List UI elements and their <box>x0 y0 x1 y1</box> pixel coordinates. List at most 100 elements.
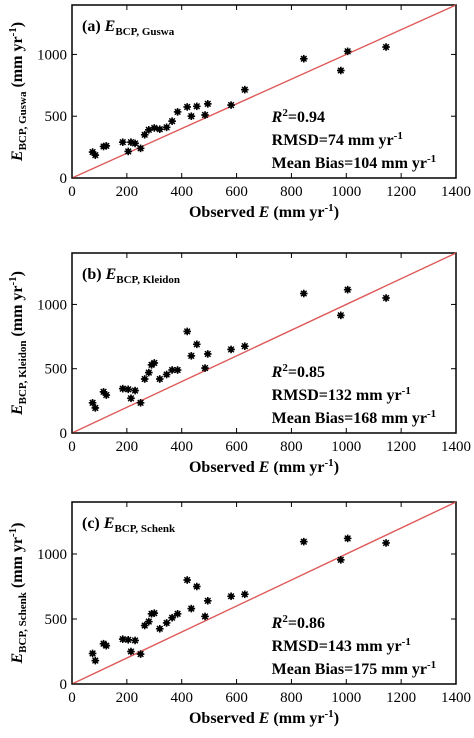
one-to-one-line <box>71 501 457 685</box>
data-point <box>162 123 171 132</box>
data-point <box>145 368 153 377</box>
data-point <box>187 604 196 613</box>
x-tick-label: 0 <box>68 439 76 455</box>
data-point <box>102 391 111 399</box>
data-point <box>183 103 191 111</box>
x-tick-label: 0 <box>68 690 76 706</box>
data-point <box>173 610 182 618</box>
data-point <box>203 597 212 605</box>
data-point <box>343 47 352 56</box>
data-point <box>162 370 171 379</box>
panel-title: (c) EBCP, Schenk <box>82 515 176 535</box>
data-point <box>201 111 209 119</box>
data-point <box>382 43 390 51</box>
panel-title: (a) EBCP, Guswa <box>82 18 175 38</box>
y-tick-label: 1000 <box>37 547 67 563</box>
data-point <box>168 117 176 125</box>
x-axis-title: Observed E (mm yr-1) <box>189 708 339 727</box>
one-to-one-line <box>71 252 457 434</box>
data-point <box>183 327 191 336</box>
data-point <box>136 398 145 407</box>
data-point <box>91 656 100 665</box>
rmsd-text: RMSD=132 mm yr-1 <box>272 385 411 404</box>
data-point <box>91 404 100 412</box>
data-point <box>227 345 235 354</box>
data-point <box>382 539 390 547</box>
data-point <box>124 147 133 156</box>
x-tick-label: 600 <box>225 690 248 706</box>
data-point <box>102 142 111 150</box>
data-point <box>168 366 176 374</box>
data-point <box>183 576 191 584</box>
data-point <box>241 590 249 599</box>
data-point <box>150 609 159 617</box>
y-tick-label: 500 <box>45 612 68 628</box>
r-squared-text: R2=0.85 <box>271 362 325 381</box>
data-point <box>241 342 249 351</box>
scatter-panel-a: 0 200 400 600 800 1000 1200 1400 0 500 1000 (a) EBC… <box>7 4 471 221</box>
data-point <box>131 386 139 395</box>
plot-frame <box>71 4 457 179</box>
x-tick-label: 1400 <box>441 184 471 200</box>
data-point <box>91 151 100 159</box>
x-tick-label: 400 <box>170 690 193 706</box>
x-tick-label: 1200 <box>386 690 416 706</box>
data-point <box>173 366 182 374</box>
panel-title: (b) EBCP, Kleidon <box>82 266 180 286</box>
data-point <box>155 125 164 133</box>
mean-bias-text: Mean Bias=175 mm yr-1 <box>272 659 437 678</box>
data-point <box>187 112 196 121</box>
rmsd-text: RMSD=143 mm yr-1 <box>272 636 411 655</box>
data-point <box>136 144 145 153</box>
y-tick-label: 1000 <box>37 47 67 63</box>
data-point <box>227 101 235 109</box>
data-point <box>140 375 149 383</box>
x-tick-label: 1200 <box>386 439 416 455</box>
y-tick-label: 0 <box>60 677 68 693</box>
data-point <box>127 394 135 403</box>
x-tick-label: 800 <box>280 439 303 455</box>
scatter-panel-b: 0 200 400 600 800 1000 1200 1400 0 500 1000 (b) EBC… <box>7 252 471 476</box>
y-axis-title: EBCP, Guswa (mm yr-1) <box>7 22 29 162</box>
data-point <box>168 613 176 622</box>
x-tick-label: 200 <box>116 184 139 200</box>
data-point <box>203 350 212 358</box>
data-point <box>193 582 201 591</box>
data-point <box>131 139 139 148</box>
data-point <box>201 612 209 621</box>
data-point <box>131 636 139 645</box>
one-to-one-line <box>71 4 457 179</box>
plot-frame <box>71 501 457 685</box>
x-tick-label: 200 <box>116 439 139 455</box>
data-point <box>337 556 345 564</box>
x-tick-label: 800 <box>280 690 303 706</box>
mean-bias-text: Mean Bias=168 mm yr-1 <box>272 408 437 427</box>
data-point <box>337 66 345 75</box>
x-tick-label: 800 <box>280 184 303 200</box>
x-tick-label: 600 <box>225 184 248 200</box>
data-point <box>173 108 182 116</box>
x-axis-title: Observed E (mm yr-1) <box>189 457 339 476</box>
data-point <box>241 85 249 94</box>
x-tick-label: 1000 <box>331 184 361 200</box>
data-point <box>118 384 127 393</box>
data-point <box>193 340 201 349</box>
y-axis-title: EBCP, Kleidon (mm yr-1) <box>7 271 29 416</box>
x-tick-label: 1400 <box>441 690 471 706</box>
data-point <box>155 624 164 633</box>
x-tick-label: 1000 <box>331 439 361 455</box>
x-tick-label: 400 <box>170 184 193 200</box>
data-point <box>124 385 133 394</box>
data-point <box>299 54 308 63</box>
mean-bias-text: Mean Bias=104 mm yr-1 <box>272 153 437 172</box>
x-tick-label: 400 <box>170 439 193 455</box>
x-axis-title: Observed E (mm yr-1) <box>189 202 339 221</box>
x-tick-label: 1000 <box>331 690 361 706</box>
y-tick-label: 500 <box>45 109 68 125</box>
data-point <box>127 647 135 656</box>
x-tick-label: 200 <box>116 690 139 706</box>
x-tick-label: 0 <box>68 184 76 200</box>
r-squared-text: R2=0.94 <box>271 107 325 126</box>
plot-frame <box>71 252 457 434</box>
